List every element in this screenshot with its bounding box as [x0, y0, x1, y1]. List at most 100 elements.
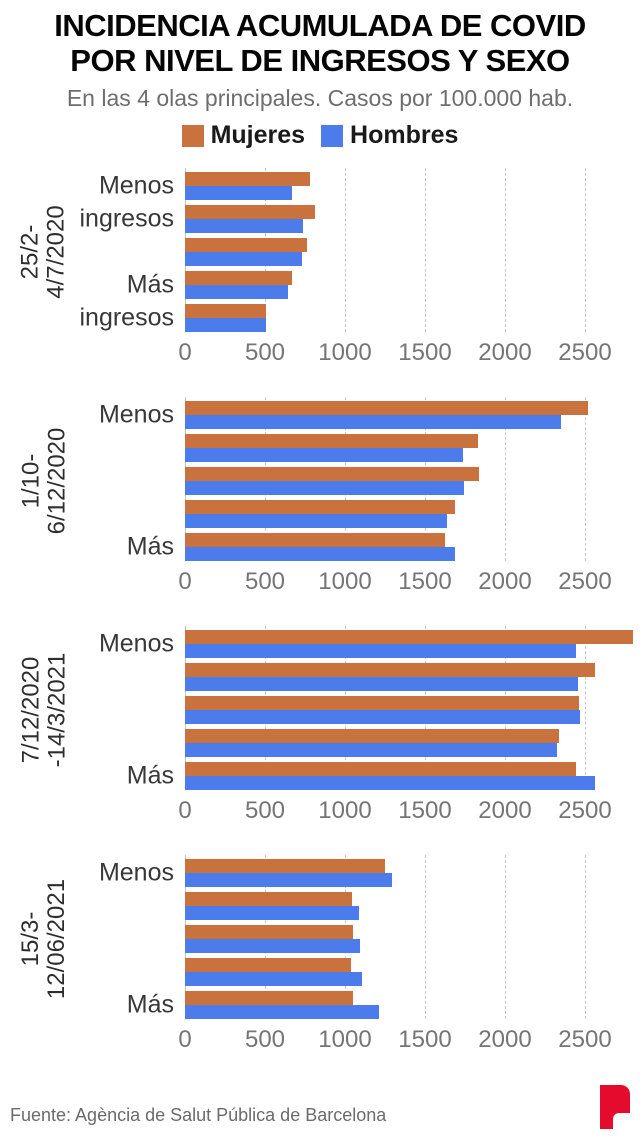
- bar-mujeres: [185, 729, 560, 743]
- x-axis-tick-1500: 1500: [398, 339, 452, 366]
- gridline-1000: [345, 168, 346, 332]
- x-axis-tick-2000: 2000: [478, 1026, 532, 1053]
- legend-label-hombres: Hombres: [350, 121, 459, 149]
- income-row-label: ingresos: [79, 204, 175, 233]
- bar-hombres: [185, 677, 578, 691]
- bar-group-row: ingresos: [80, 205, 640, 233]
- hombres-swatch-icon: [321, 124, 344, 147]
- wave-date-text: 15/3- 12/06/2021: [17, 878, 70, 1000]
- bar-pair: [185, 434, 640, 462]
- bar-group-row: Más: [127, 533, 640, 561]
- bar-mujeres: [185, 304, 266, 318]
- wave-date-label: 25/2- 4/7/2020: [0, 172, 88, 332]
- income-row-label: Menos: [98, 858, 174, 887]
- bar-mujeres: [185, 172, 310, 186]
- source-credit: Fuente: Agència de Salut Pública de Barc…: [10, 1105, 387, 1125]
- bar-hombres: [185, 743, 557, 757]
- x-axis-tick-500: 500: [244, 568, 286, 595]
- bar-hombres: [185, 972, 362, 986]
- bar-mujeres: [185, 762, 577, 776]
- x-axis-tick-500: 500: [244, 339, 286, 366]
- wave-date-line-2: 12/06/2021: [43, 878, 70, 1000]
- wave-date-label: 1/10- 6/12/2020: [0, 401, 88, 561]
- x-axis-tick-1000: 1000: [318, 568, 372, 595]
- bar-pair: [185, 205, 640, 233]
- bar-group-row: Más: [127, 991, 640, 1019]
- bar-group-row: Menos: [99, 630, 640, 658]
- bar-group-row: [185, 467, 640, 495]
- bar-group-row: Menos: [99, 859, 640, 887]
- bar-mujeres: [185, 630, 633, 644]
- x-axis-tick-500: 500: [244, 1026, 286, 1053]
- chart-panel-wave-3: 7/12/2020 -14/3/2021 Menos Más 0 500 1000 1500 2…: [0, 626, 640, 826]
- bar-pair: [185, 696, 640, 724]
- x-axis-tick-2500: 2500: [558, 339, 612, 366]
- x-axis-tick-1000: 1000: [318, 1026, 372, 1053]
- x-axis-tick-2500: 2500: [558, 797, 612, 824]
- x-axis-tick-2500: 2500: [558, 568, 612, 595]
- chart-panel-wave-4: 15/3- 12/06/2021 Menos Más 0 500 1000 1500 2000 2…: [0, 855, 640, 1055]
- x-axis-tick-0: 0: [178, 568, 192, 595]
- gridline-2500: [585, 397, 586, 561]
- wave-date-label: 15/3- 12/06/2021: [0, 859, 88, 1019]
- mujeres-swatch-icon: [181, 124, 204, 147]
- bar-group-row: Menos: [99, 401, 640, 429]
- bar-mujeres: [185, 696, 579, 710]
- x-axis: 0 500 1000 1500 2000 2500: [178, 561, 640, 597]
- wave-date-line-1: 1/10-: [17, 453, 44, 509]
- income-row-label: Más: [126, 761, 174, 790]
- bar-mujeres: [185, 434, 478, 448]
- bar-mujeres: [185, 925, 353, 939]
- legend-item-hombres: Hombres: [321, 121, 458, 150]
- gridline-2000: [505, 397, 506, 561]
- wave-date-label: 7/12/2020 -14/3/2021: [0, 630, 88, 790]
- income-row-label: Más: [126, 270, 174, 299]
- wave-date-line-2: -14/3/2021: [43, 652, 71, 768]
- bar-hombres: [185, 644, 577, 658]
- chart-legend: Mujeres Hombres: [0, 121, 640, 150]
- bar-mujeres: [185, 401, 589, 415]
- footer: Fuente: Agència de Salut Pública de Barc…: [0, 1085, 640, 1137]
- wave-date-text: 25/2- 4/7/2020: [17, 205, 71, 299]
- x-axis-tick-500: 500: [244, 797, 286, 824]
- bar-hombres: [185, 219, 303, 233]
- bar-group-row: [185, 958, 640, 986]
- x-axis-tick-2000: 2000: [478, 797, 532, 824]
- wave-date-line-2: 4/7/2020: [43, 205, 71, 299]
- chart-panel-wave-1: 25/2- 4/7/2020 Menos ingresos Más ingresos 0 50…: [0, 168, 640, 368]
- bar-hombres: [185, 939, 361, 953]
- bar-hombres: [185, 710, 581, 724]
- x-axis-tick-2000: 2000: [478, 568, 532, 595]
- bar-pair: [185, 925, 640, 953]
- wave-date-line-1: 15/3-: [17, 911, 44, 967]
- bar-pair: [185, 401, 640, 429]
- bar-pair: [185, 958, 640, 986]
- charts-container: 25/2- 4/7/2020 Menos ingresos Más ingresos 0 50…: [0, 168, 640, 1055]
- bar-mujeres: [185, 238, 307, 252]
- x-axis-tick-1500: 1500: [398, 568, 452, 595]
- x-axis: 0 500 1000 1500 2000 2500: [178, 790, 640, 826]
- gridline-1500: [425, 168, 426, 332]
- periodico-p-logo-icon: [600, 1085, 630, 1129]
- subtitle: En las 4 olas principales. Casos por 100…: [66, 85, 574, 111]
- bar-group-row: [185, 892, 640, 920]
- income-row-label: Más: [126, 532, 174, 561]
- bar-pair: [185, 533, 640, 561]
- income-row-label: Menos: [98, 171, 174, 200]
- bar-mujeres: [185, 892, 353, 906]
- x-axis-tick-2500: 2500: [558, 1026, 612, 1053]
- x-axis-tick-1000: 1000: [318, 797, 372, 824]
- legend-label-mujeres: Mujeres: [210, 121, 306, 149]
- bar-pair: [185, 238, 640, 266]
- bar-group-row: Más: [127, 271, 640, 299]
- wave-date-line-1: 25/2-: [17, 224, 45, 280]
- x-axis-tick-0: 0: [178, 1026, 192, 1053]
- x-axis-tick-1500: 1500: [398, 1026, 452, 1053]
- x-axis-tick-2000: 2000: [478, 339, 532, 366]
- bar-pair: [185, 991, 640, 1019]
- x-axis-tick-1500: 1500: [398, 797, 452, 824]
- title-line-2: POR NIVEL DE INGRESOS Y SEXO: [70, 43, 570, 78]
- bar-pair: [185, 467, 640, 495]
- bar-mujeres: [185, 663, 595, 677]
- x-axis-tick-0: 0: [178, 339, 192, 366]
